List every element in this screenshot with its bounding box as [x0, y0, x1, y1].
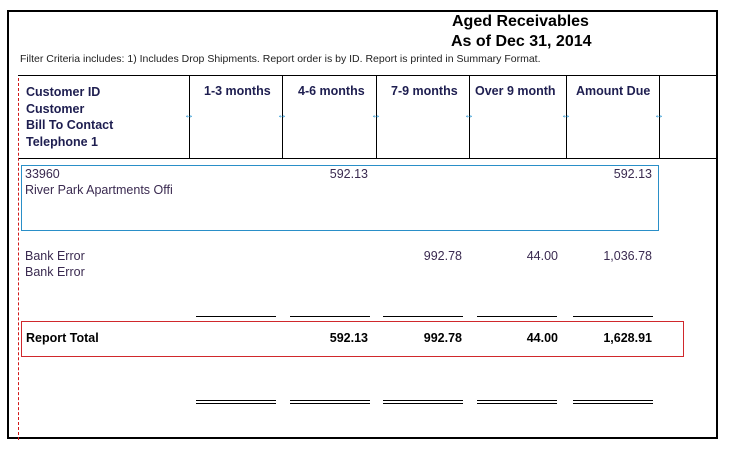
subtotal-underline [573, 316, 653, 317]
header-4-6-months[interactable]: 4-6 months [298, 84, 365, 98]
row-customer-id: 33960 [25, 167, 60, 181]
total-over-9-month: 44.00 [526, 331, 558, 345]
row-over-9-month: 44.00 [526, 249, 558, 263]
report-frame [7, 10, 718, 439]
total-double-underline [383, 400, 463, 404]
header-customer[interactable]: Customer [26, 101, 85, 116]
subtotal-underline [196, 316, 276, 317]
row-7-9-months: 992.78 [423, 249, 462, 263]
total-amount-due: 1,628.91 [603, 331, 652, 345]
column-separator[interactable] [282, 76, 283, 158]
row-amount-due: 1,036.78 [603, 249, 652, 263]
row-4-6-months: 592.13 [329, 167, 368, 181]
subtotal-underline [383, 316, 463, 317]
resize-handle-icon[interactable]: ↔ [277, 110, 287, 121]
filter-criteria: Filter Criteria includes: 1) Includes Dr… [20, 53, 541, 65]
total-double-underline [290, 400, 370, 404]
header-telephone[interactable]: Telephone 1 [26, 134, 99, 149]
customer-header-stack: Customer ID Customer Bill To Contact Tel… [26, 84, 113, 150]
report-total-row[interactable] [21, 321, 684, 357]
resize-handle-icon[interactable]: ↔ [184, 110, 194, 121]
row-customer-id: Bank Error [25, 249, 85, 263]
subtotal-underline [290, 316, 370, 317]
resize-handle-icon[interactable]: ↔ [654, 110, 664, 121]
report-subtitle: As of Dec 31, 2014 [451, 33, 592, 50]
report-title: Aged Receivables [452, 13, 589, 30]
total-double-underline [477, 400, 557, 404]
resize-handle-icon[interactable]: ↔ [371, 110, 381, 121]
column-separator[interactable] [469, 76, 470, 158]
column-separator[interactable] [659, 76, 660, 158]
header-1-3-months[interactable]: 1-3 months [204, 84, 271, 98]
header-bill-to-contact[interactable]: Bill To Contact [26, 118, 114, 132]
resize-handle-icon[interactable]: ↔ [561, 110, 571, 121]
total-double-underline [573, 400, 653, 404]
header-top-rule [18, 75, 718, 76]
header-over-9-month[interactable]: Over 9 month [475, 84, 556, 98]
header-bottom-rule [18, 158, 718, 159]
column-separator[interactable] [566, 76, 567, 158]
header-7-9-months[interactable]: 7-9 months [391, 84, 458, 98]
subtotal-underline [477, 316, 557, 317]
row-customer-name: Bank Error [25, 265, 85, 279]
table-row-selected[interactable] [21, 165, 659, 231]
total-4-6-months: 592.13 [329, 331, 368, 345]
report-total-label: Report Total [26, 331, 99, 345]
row-amount-due: 592.13 [613, 167, 652, 181]
column-separator[interactable] [376, 76, 377, 158]
header-amount-due[interactable]: Amount Due [576, 84, 651, 98]
row-customer-name: River Park Apartments Offi [25, 183, 173, 197]
total-double-underline [196, 400, 276, 404]
total-7-9-months: 992.78 [423, 331, 462, 345]
left-margin-guide [18, 78, 19, 440]
header-customer-id[interactable]: Customer ID [26, 85, 101, 99]
resize-handle-icon[interactable]: ↔ [464, 110, 474, 121]
column-separator[interactable] [189, 76, 190, 158]
